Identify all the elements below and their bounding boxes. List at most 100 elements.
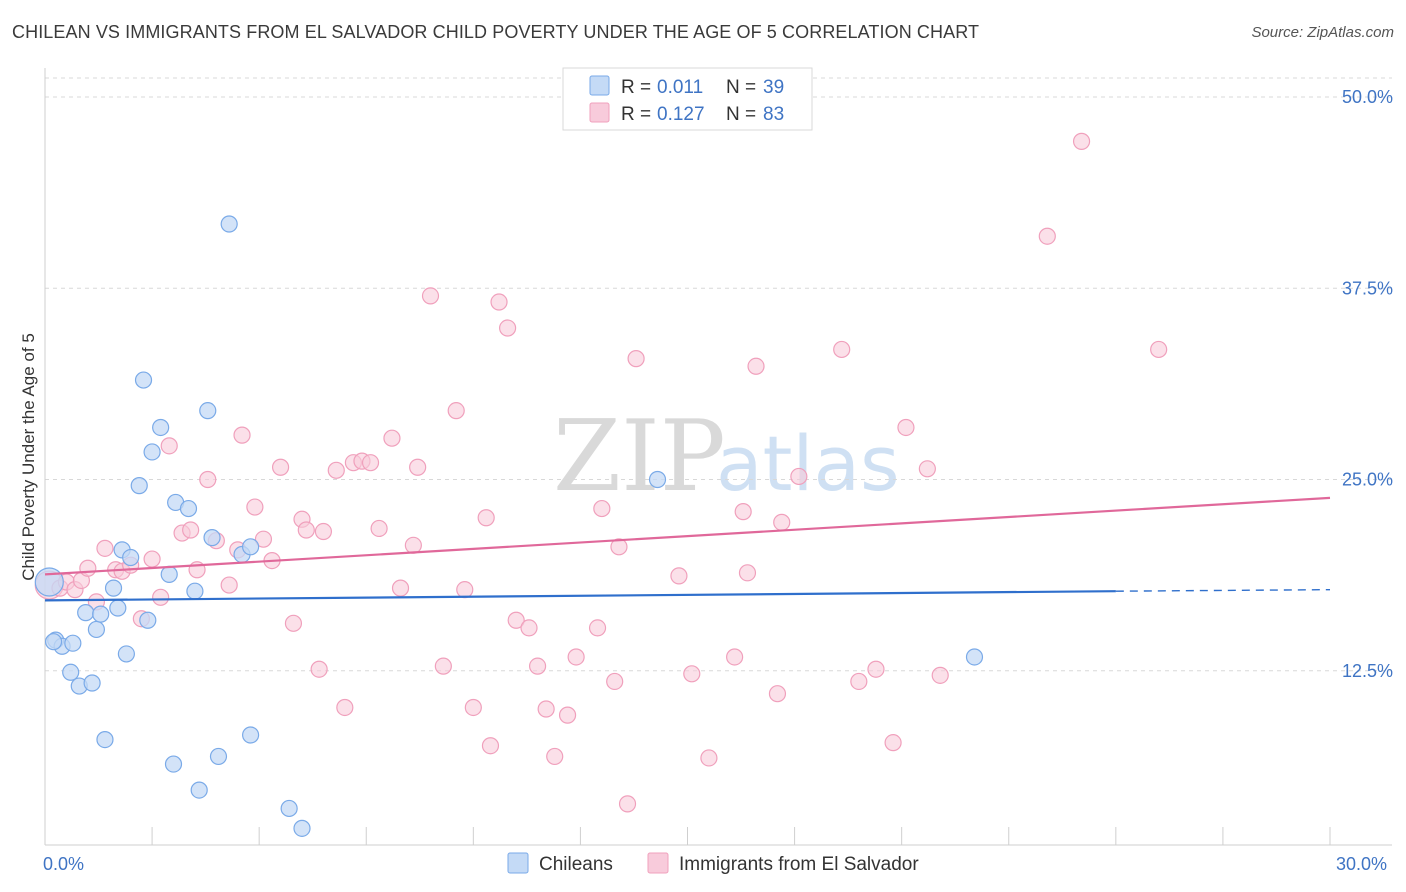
chileans-point bbox=[179, 499, 198, 518]
salvador-point bbox=[499, 319, 517, 337]
salvador-point bbox=[537, 700, 555, 718]
chileans-point bbox=[965, 648, 984, 666]
salvador-point bbox=[481, 737, 500, 755]
chileans-point bbox=[122, 548, 140, 567]
chileans-point bbox=[293, 819, 311, 837]
y-tick-labels: 12.5% 25.0% 37.5% 50.0% bbox=[1342, 87, 1393, 681]
salvador-point bbox=[160, 437, 178, 455]
chileans-point bbox=[280, 799, 298, 818]
chileans-point bbox=[242, 726, 260, 744]
chileans-point bbox=[139, 611, 157, 629]
chileans-point bbox=[648, 470, 667, 489]
salvador-point bbox=[370, 519, 388, 538]
salvador-point bbox=[1038, 227, 1056, 245]
salvador-point bbox=[670, 567, 688, 585]
watermark-zip: ZIP bbox=[553, 400, 726, 514]
salvador-point bbox=[520, 619, 538, 637]
chart-source: Source: ZipAtlas.com bbox=[1251, 24, 1394, 41]
salvador-point bbox=[182, 521, 200, 539]
salvador-point bbox=[233, 426, 251, 444]
salvador-trend-line bbox=[44, 496, 1331, 576]
salvador-point bbox=[271, 458, 290, 476]
legend-r-value-salvador: 0.127 bbox=[657, 104, 705, 125]
salvador-point bbox=[734, 503, 752, 521]
salvador-point bbox=[1150, 340, 1168, 359]
salvador-point bbox=[884, 734, 902, 752]
grid-lines bbox=[45, 77, 1392, 672]
x-tick-label-max: 30.0% bbox=[1336, 854, 1387, 874]
salvador-point bbox=[610, 538, 628, 556]
chileans-point bbox=[96, 730, 114, 749]
salvador-point bbox=[327, 461, 345, 479]
salvador-point bbox=[96, 539, 114, 557]
salvador-point bbox=[434, 657, 452, 675]
chileans-point bbox=[62, 663, 80, 681]
salvador-point bbox=[700, 749, 718, 767]
chileans-point bbox=[160, 565, 178, 583]
y-tick-label: 12.5% bbox=[1342, 661, 1393, 681]
salvador-point bbox=[336, 698, 354, 717]
salvador-point bbox=[528, 657, 547, 675]
salvador-point bbox=[477, 509, 495, 527]
salvador-point bbox=[246, 498, 264, 516]
chileans-point bbox=[64, 634, 82, 652]
legend-n-label-chileans: N = bbox=[726, 77, 756, 98]
series-legend: Chileans Immigrants from El Salvador bbox=[507, 852, 919, 875]
salvador-point bbox=[897, 418, 915, 437]
bottom-legend-label-chileans: Chileans bbox=[539, 854, 613, 875]
chileans-trend-extension bbox=[1115, 588, 1331, 592]
salvador-point bbox=[773, 513, 791, 531]
trend-lines bbox=[44, 496, 1331, 602]
salvador-point bbox=[593, 499, 611, 518]
legend-r-label-salvador: R = bbox=[621, 104, 651, 125]
chileans-point bbox=[134, 371, 153, 389]
salvador-point bbox=[314, 522, 333, 541]
salvador-point bbox=[456, 581, 474, 599]
salvador-point bbox=[421, 287, 440, 305]
salvador-point bbox=[618, 795, 637, 813]
y-axis-label: Child Poverty Under the Age of 5 bbox=[19, 333, 38, 581]
salvador-point bbox=[768, 685, 787, 703]
salvador-point bbox=[199, 470, 217, 489]
salvador-point bbox=[726, 648, 744, 666]
salvador-point bbox=[918, 460, 936, 478]
chileans-point bbox=[83, 674, 101, 692]
salvador-point bbox=[383, 429, 401, 447]
salvador-point bbox=[220, 576, 238, 594]
legend-swatch-chileans bbox=[589, 75, 610, 96]
legend-n-value-chileans: 39 bbox=[763, 77, 784, 98]
salvador-point bbox=[627, 350, 645, 368]
salvador-point bbox=[404, 536, 422, 554]
chileans-point bbox=[220, 215, 238, 233]
salvador-point bbox=[606, 672, 624, 691]
legend-n-label-salvador: N = bbox=[726, 104, 756, 125]
salvador-point bbox=[361, 454, 380, 472]
legend-r-label-chileans: R = bbox=[621, 77, 651, 98]
x-tick-label-min: 0.0% bbox=[43, 854, 84, 874]
chileans-point bbox=[34, 567, 64, 597]
y-tick-label: 50.0% bbox=[1342, 87, 1393, 107]
chileans-point bbox=[92, 605, 110, 623]
bottom-legend-swatch-salvador bbox=[647, 852, 669, 874]
watermark-atlas: atlas bbox=[716, 419, 900, 508]
chileans-point bbox=[164, 755, 183, 773]
chileans-point bbox=[117, 645, 135, 663]
y-tick-label: 37.5% bbox=[1342, 278, 1393, 298]
salvador-point bbox=[588, 619, 607, 637]
chileans-point bbox=[44, 633, 63, 651]
chileans-point bbox=[186, 582, 204, 600]
chileans-point bbox=[152, 418, 170, 437]
series-salvador-points bbox=[34, 132, 1168, 813]
salvador-point bbox=[490, 293, 508, 311]
chileans-point bbox=[77, 604, 95, 622]
legend-r-value-chileans: 0.011 bbox=[657, 77, 703, 98]
salvador-point bbox=[931, 666, 949, 684]
salvador-point bbox=[558, 706, 577, 724]
salvador-point bbox=[1072, 132, 1091, 150]
salvador-point bbox=[683, 665, 701, 683]
y-tick-label: 25.0% bbox=[1342, 470, 1393, 490]
salvador-point bbox=[833, 340, 851, 359]
chileans-point bbox=[130, 477, 148, 495]
chileans-point bbox=[209, 747, 228, 766]
